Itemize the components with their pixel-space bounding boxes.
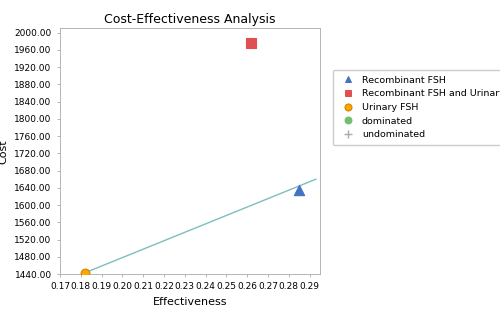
Legend: Recombinant FSH, Recombinant FSH and Urinary FSH, Urinary FSH, dominated, undomi: Recombinant FSH, Recombinant FSH and Uri… xyxy=(332,70,500,145)
Point xyxy=(295,187,303,192)
Y-axis label: Cost: Cost xyxy=(0,139,8,163)
Point xyxy=(248,41,256,46)
Title: Cost-Effectiveness Analysis: Cost-Effectiveness Analysis xyxy=(104,13,276,26)
X-axis label: Effectiveness: Effectiveness xyxy=(153,297,227,307)
Point xyxy=(81,270,89,275)
